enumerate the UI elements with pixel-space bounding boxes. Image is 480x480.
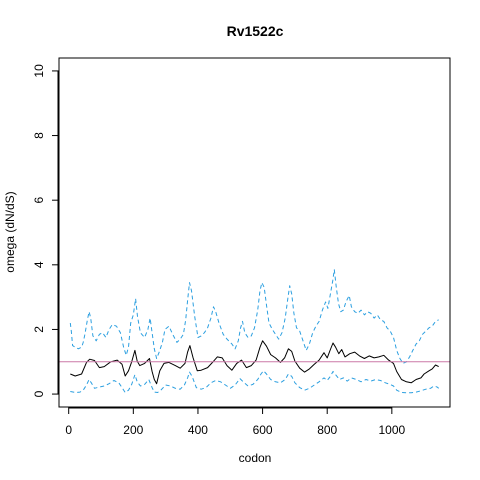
lower-bound-line [70,370,440,394]
upper-bound-line [69,269,439,364]
y-tick-label: 8 [32,132,46,139]
x-tick-label: 400 [188,423,208,437]
x-tick-label: 200 [123,423,143,437]
series-layer [59,269,450,394]
plot-frame [58,57,451,408]
axis-layer: 0 200 400 600 800 1000 0 2 4 6 8 10 [32,64,406,437]
y-axis-title: omega (dN/dS) [3,191,17,272]
y-tick-label: 0 [32,390,46,397]
y-tick-label: 6 [32,197,46,204]
x-axis-title: codon [239,451,272,465]
y-tick-label: 4 [32,261,46,268]
omega-mean-line [70,340,439,385]
chart-title: Rv1522c [227,23,284,39]
x-tick-label: 600 [253,423,273,437]
x-tick-label: 800 [317,423,337,437]
x-tick-label: 1000 [378,423,405,437]
y-tick-label: 2 [32,326,46,333]
y-tick-label: 10 [32,64,46,78]
x-tick-label: 0 [65,423,72,437]
